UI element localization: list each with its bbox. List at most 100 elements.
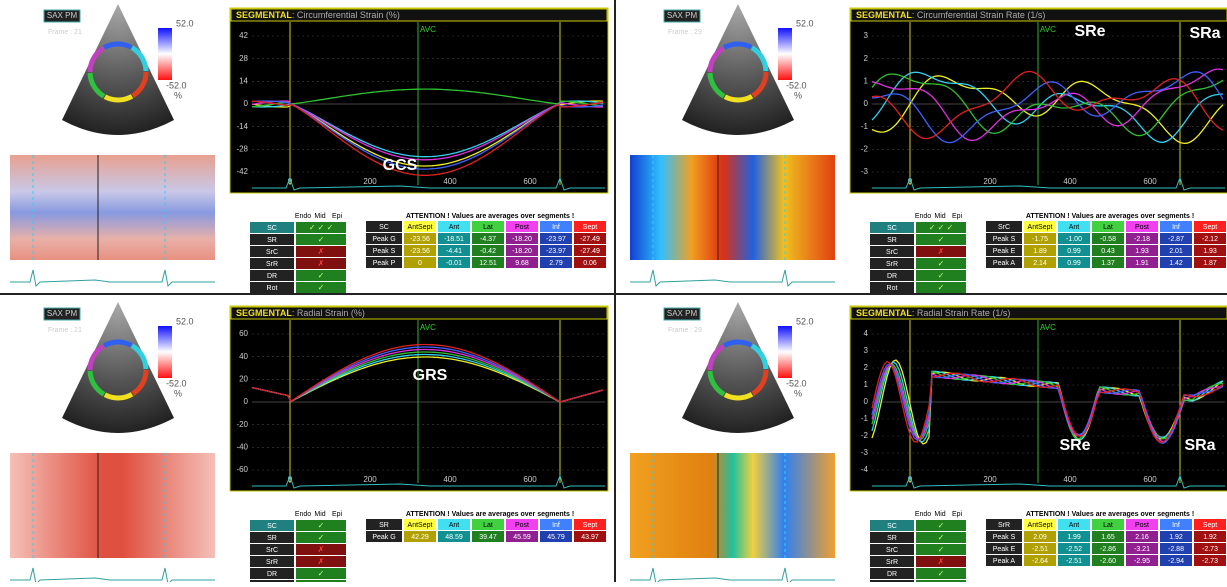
selector-header: Mid [934, 213, 945, 220]
x-tick-label: 200 [983, 475, 997, 484]
table-header: Lat [483, 522, 493, 529]
sax-label: SAX PM [47, 309, 78, 318]
figure: ASAX PMFrame : 2152.0-52.0%SEGMENTAL: Ci… [0, 0, 1227, 582]
panel-letter: A [34, 24, 50, 49]
plot-title-text: : Radial Strain Rate (1/s) [912, 308, 1011, 318]
table-value: 42.29 [411, 534, 429, 541]
y-tick-label: 3 [864, 346, 869, 355]
sax-label: SAX PM [667, 11, 698, 20]
plot-title-prefix: SEGMENTAL [856, 10, 912, 20]
table-value: 0.43 [1101, 248, 1115, 255]
x-tick-label: 200 [983, 177, 997, 186]
table-value: -2.73 [1202, 558, 1218, 565]
avc-label: AVC [420, 323, 436, 332]
table-value: 2.09 [1033, 534, 1047, 541]
annotation: SRe [1074, 23, 1105, 40]
scale-unit: % [794, 90, 802, 100]
panel-letter: C [34, 322, 50, 347]
table-value: -2.86 [1100, 546, 1116, 553]
table-value: 1.93 [1203, 248, 1217, 255]
table-value: -27.49 [580, 248, 600, 255]
echo-image [682, 4, 794, 135]
table-value: -23.97 [546, 236, 566, 243]
selector-mark: ✓ [318, 533, 325, 542]
plot-title: SEGMENTAL: Circumferential Strain (%) [236, 10, 400, 20]
plot-title-text: : Radial Strain (%) [292, 308, 365, 318]
table-value: -2.87 [1168, 236, 1184, 243]
table-value: -2.73 [1202, 546, 1218, 553]
table-header: Post [515, 224, 529, 231]
color-bar [778, 28, 792, 80]
y-tick-label: -40 [236, 442, 248, 451]
selector-header: Epi [952, 213, 963, 220]
selector-mark: ✓ [938, 545, 945, 554]
table-value: -1.75 [1032, 236, 1048, 243]
table-value: -2.64 [1032, 558, 1048, 565]
table-value: 1.37 [1101, 260, 1115, 267]
table-value: 2.79 [549, 260, 563, 267]
table-value: Peak A [993, 558, 1016, 565]
selector-mark: ✗ [318, 259, 325, 268]
table-value: 45.79 [547, 534, 565, 541]
table-header: AntSept [1028, 224, 1053, 231]
panel-letter: B [654, 24, 670, 49]
attention-note: ATTENTION ! Values are averages over seg… [1026, 213, 1194, 220]
table-header: Inf [552, 224, 560, 231]
heatmap [630, 155, 835, 260]
y-tick-label: 14 [239, 76, 248, 85]
selector-header: Epi [952, 511, 963, 518]
heatmap [10, 155, 215, 260]
table-header: Sept [1203, 522, 1217, 529]
y-tick-label: 28 [239, 54, 248, 63]
table-value: -18.20 [512, 248, 532, 255]
table-value: 39.47 [479, 534, 497, 541]
table-value: Peak E [993, 248, 1016, 255]
y-tick-label: 40 [239, 352, 248, 361]
selector-label: DR [887, 571, 897, 578]
table-header: Ant [449, 224, 460, 231]
selector-mark: ✗ [938, 247, 945, 256]
y-tick-label: 20 [239, 374, 248, 383]
selector-mark: ✓ [938, 533, 945, 542]
plot-title-prefix: SEGMENTAL [236, 10, 292, 20]
table-value: 2.01 [1169, 248, 1183, 255]
selector-mark: ✓ [938, 259, 945, 268]
echo-image [62, 4, 174, 135]
table-value: Peak G [372, 534, 395, 541]
annotation: SRa [1189, 25, 1220, 42]
x-tick-label: 200 [363, 475, 377, 484]
table-value: 1.99 [1067, 534, 1081, 541]
sax-label: SAX PM [667, 309, 698, 318]
scale-unit: % [794, 388, 802, 398]
table-header: Lat [1103, 522, 1113, 529]
table-header: Sept [583, 522, 597, 529]
plot-title-text: : Circumferential Strain Rate (1/s) [912, 10, 1046, 20]
plot-title-text: : Circumferential Strain (%) [292, 10, 400, 20]
table-value: Peak G [372, 236, 395, 243]
table-value: -18.20 [512, 236, 532, 243]
table-value: -2.18 [1134, 236, 1150, 243]
echo-image [682, 302, 794, 433]
selector-label: SR [267, 535, 277, 542]
y-tick-label: 0 [864, 99, 869, 108]
table-value: -2.94 [1168, 558, 1184, 565]
selector-header: Mid [314, 511, 325, 518]
y-tick-label: 4 [864, 329, 869, 338]
panel: DSAX PMFrame : 2952.0-52.0%SEGMENTAL: Ra… [630, 302, 1227, 582]
table-value: 0.99 [1067, 248, 1081, 255]
frame-label: Frame : 21 [48, 29, 82, 36]
y-tick-label: 0 [244, 99, 249, 108]
table-header: Post [515, 522, 529, 529]
table-header: Post [1135, 522, 1149, 529]
scale-unit: % [174, 388, 182, 398]
table-value: -2.88 [1168, 546, 1184, 553]
selector-mark: ✓ [938, 569, 945, 578]
ecg-trace [630, 270, 835, 286]
sax-label: SAX PM [47, 11, 78, 20]
y-tick-label: 1 [864, 76, 869, 85]
table-header: SrR [998, 522, 1010, 529]
selector-label: SC [267, 523, 277, 530]
ecg-trace [10, 568, 215, 582]
y-tick-label: -3 [861, 167, 869, 176]
